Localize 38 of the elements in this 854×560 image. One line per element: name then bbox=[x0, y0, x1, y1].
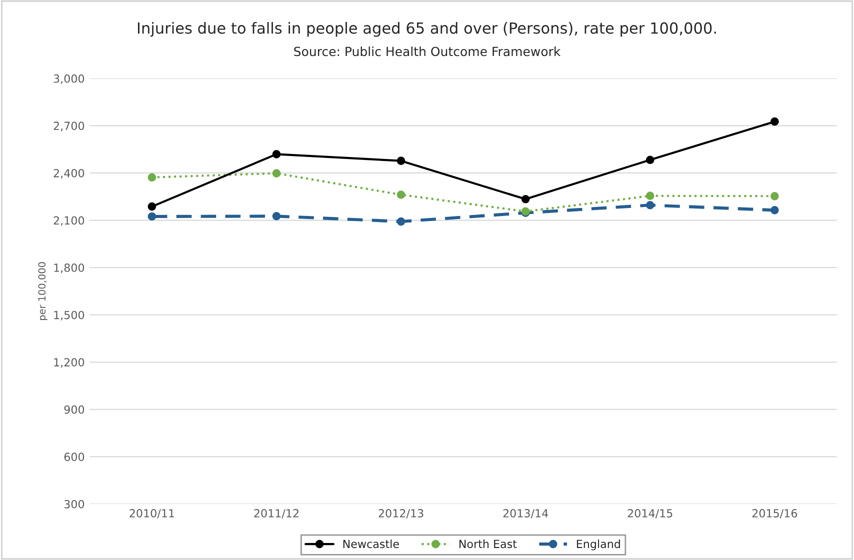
point bbox=[646, 156, 654, 164]
point bbox=[396, 190, 406, 199]
y-tick-label: 3,000 bbox=[54, 74, 84, 84]
point bbox=[272, 169, 281, 178]
point bbox=[148, 212, 156, 221]
x-tick-label: 2012/13 bbox=[378, 509, 424, 518]
y-tick-label: 600 bbox=[64, 452, 84, 462]
point bbox=[770, 206, 779, 214]
point bbox=[521, 194, 530, 204]
y-tick-label: 1,200 bbox=[54, 358, 84, 368]
legend-label: Newcastle bbox=[343, 540, 399, 548]
point bbox=[148, 173, 156, 182]
x-tick-label: 2011/12 bbox=[254, 509, 298, 518]
point bbox=[770, 117, 779, 126]
point bbox=[646, 192, 654, 200]
x-tick-label: 2013/14 bbox=[503, 509, 548, 518]
point bbox=[396, 156, 406, 166]
y-tick-label: 2,700 bbox=[54, 122, 84, 132]
y-tick-label: 2,100 bbox=[54, 216, 84, 226]
y-tick-label: 1,500 bbox=[54, 310, 84, 320]
point bbox=[646, 200, 654, 210]
point bbox=[148, 202, 156, 211]
chart-subtitle: Source: Public Health Outcome Framework bbox=[294, 46, 561, 56]
point bbox=[770, 192, 779, 200]
x-tick-label: 2014/15 bbox=[628, 509, 672, 518]
y-tick-label: 900 bbox=[64, 405, 84, 414]
chart-title: Injuries due to falls in people aged 65 and over (Persons), rate per 100,000. bbox=[138, 22, 716, 37]
x-tick-label: 2010/11 bbox=[130, 509, 174, 518]
x-tick-label: 2015/16 bbox=[752, 509, 798, 518]
point bbox=[272, 150, 281, 158]
y-axis-title: per 100,000 bbox=[38, 262, 48, 320]
point bbox=[272, 212, 281, 220]
y-tick-label: 2,400 bbox=[54, 168, 84, 178]
y-tick-label: 1,800 bbox=[54, 264, 84, 274]
point bbox=[396, 217, 406, 226]
legend-label: England bbox=[576, 540, 620, 550]
legend-label: North East bbox=[459, 540, 517, 548]
y-tick-label: 300 bbox=[64, 500, 84, 508]
